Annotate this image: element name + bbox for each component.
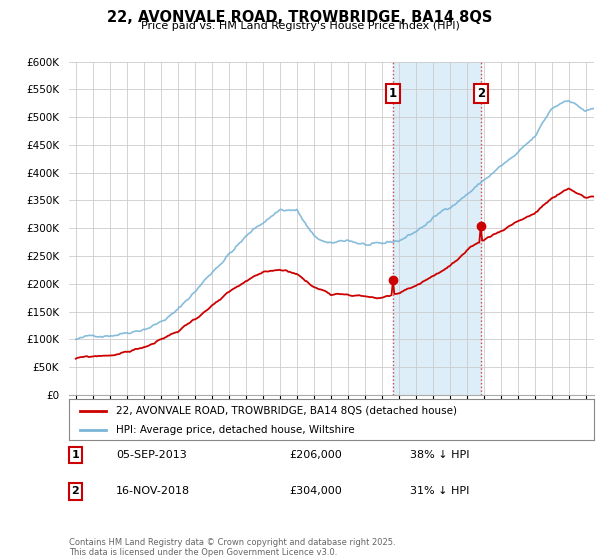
Text: 05-SEP-2013: 05-SEP-2013 bbox=[116, 450, 187, 460]
Text: HPI: Average price, detached house, Wiltshire: HPI: Average price, detached house, Wilt… bbox=[116, 424, 355, 435]
Text: 16-NOV-2018: 16-NOV-2018 bbox=[116, 487, 190, 496]
Text: 22, AVONVALE ROAD, TROWBRIDGE, BA14 8QS: 22, AVONVALE ROAD, TROWBRIDGE, BA14 8QS bbox=[107, 10, 493, 25]
Text: 31% ↓ HPI: 31% ↓ HPI bbox=[410, 487, 470, 496]
Text: £304,000: £304,000 bbox=[290, 487, 342, 496]
Text: £206,000: £206,000 bbox=[290, 450, 342, 460]
Text: 2: 2 bbox=[71, 487, 79, 496]
Text: 1: 1 bbox=[71, 450, 79, 460]
Bar bbox=[393, 62, 481, 395]
Text: Price paid vs. HM Land Registry's House Price Index (HPI): Price paid vs. HM Land Registry's House … bbox=[140, 21, 460, 31]
Text: Contains HM Land Registry data © Crown copyright and database right 2025.
This d: Contains HM Land Registry data © Crown c… bbox=[69, 538, 395, 557]
Text: 2: 2 bbox=[477, 87, 485, 100]
Text: 1: 1 bbox=[389, 87, 397, 100]
Text: 38% ↓ HPI: 38% ↓ HPI bbox=[410, 450, 470, 460]
Text: 22, AVONVALE ROAD, TROWBRIDGE, BA14 8QS (detached house): 22, AVONVALE ROAD, TROWBRIDGE, BA14 8QS … bbox=[116, 405, 457, 416]
